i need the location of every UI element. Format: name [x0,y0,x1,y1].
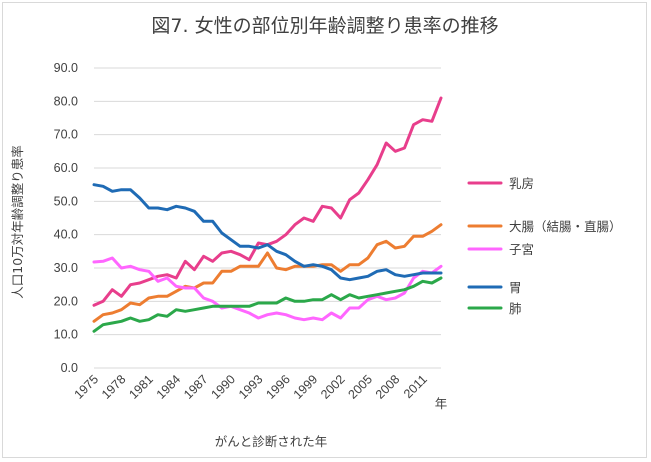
x-tick-label: 1975 [72,372,102,402]
y-tick-label: 20.0 [54,294,78,308]
x-tick-label: 1999 [291,372,321,402]
x-tick-label: 1993 [236,372,266,402]
x-unit-label: 年 [435,397,448,411]
x-tick-label: 1978 [99,372,129,402]
series-lines [92,96,443,333]
legend-label: 子宮 [509,242,534,257]
x-tick-label: 2008 [373,372,403,402]
chart-title: 図7. 女性の部位別年齢調整り患率の推移 [151,15,498,37]
y-tick-label: 0.0 [61,361,78,375]
series-line [92,256,443,322]
y-tick-label: 30.0 [54,261,78,275]
legend-label: 乳房 [509,176,534,191]
series-line [92,276,443,333]
y-tick-label: 60.0 [54,161,78,175]
x-axis-ticks: 1975197819811984198719901993199619992002… [72,372,430,402]
y-tick-label: 40.0 [54,228,78,242]
series-line [92,223,443,323]
x-tick-label: 2002 [318,372,348,402]
x-axis-title: がんと診断された年 [215,434,328,449]
x-tick-label: 1981 [126,372,156,402]
y-axis-ticks: 0.0 10.0 20.0 30.0 40.0 50.0 60.0 70.0 80.0 90.0 [54,61,78,375]
y-tick-label: 80.0 [54,94,78,108]
x-tick-label: 1987 [181,372,211,402]
legend-label: 大腸（結腸・直腸） [509,219,622,234]
chart-frame [2,2,647,458]
x-tick-label: 1984 [154,372,184,402]
y-tick-label: 10.0 [54,328,78,342]
series-line [92,183,443,282]
y-tick-label: 90.0 [54,61,78,75]
x-tick-label: 1996 [263,372,293,402]
y-tick-label: 50.0 [54,194,78,208]
legend-label: 肺 [509,301,522,316]
gridlines [94,67,441,369]
y-axis-title: 人口10万対年齢調整り患率 [10,145,25,298]
x-tick-label: 2011 [401,372,430,401]
y-tick-label: 70.0 [54,128,78,142]
x-tick-label: 1990 [209,372,239,402]
legend-label: 胃 [509,280,522,295]
x-tick-label: 2005 [346,372,376,402]
